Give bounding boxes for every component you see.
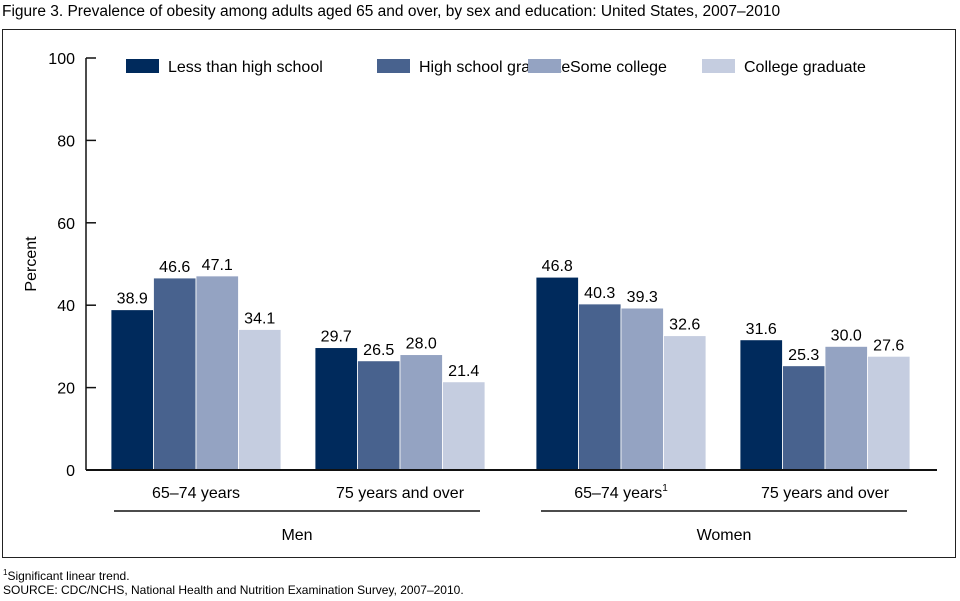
x-tick-label: 65–74 years1: [574, 483, 668, 502]
data-label: 28.0: [406, 336, 437, 353]
data-label: 39.3: [627, 289, 658, 306]
legend-label: Less than high school: [168, 59, 323, 76]
legend-swatch: [126, 59, 159, 73]
y-tick-label: 20: [57, 381, 75, 398]
x-tick-label: 75 years and over: [761, 485, 890, 502]
bar-group: 38.9 46.6 47.1 34.1: [110, 257, 282, 471]
legend-swatch: [702, 59, 735, 73]
bar: [195, 275, 239, 471]
bar: [110, 309, 154, 471]
figure-title: Figure 3. Prevalence of obesity among ad…: [2, 3, 781, 20]
data-label: 21.4: [448, 363, 479, 380]
bar: [238, 329, 282, 471]
bar: [314, 347, 358, 471]
data-label: 46.6: [159, 259, 190, 276]
source-note: SOURCE: CDC/NCHS, National Health and Nu…: [3, 583, 464, 597]
footnote-marker: 1: [662, 483, 668, 494]
bar: [153, 277, 197, 471]
legend-item: Less than high school: [126, 59, 323, 76]
chart-frame: [2, 29, 956, 558]
legend: Less than high school High school graduat…: [126, 59, 866, 76]
legend-swatch: [528, 59, 561, 73]
bar: [357, 360, 401, 471]
bar-group: 46.8 40.3 39.3 32.6: [535, 258, 707, 471]
bars: 38.9 46.6 47.1 34.1 29.7 26.5 28.0 21.4 46.8 40.3…: [110, 257, 911, 471]
y-tick-label: 80: [57, 133, 75, 150]
bar: [739, 339, 783, 471]
bar: [620, 307, 664, 471]
bar: [824, 345, 868, 471]
data-label: 38.9: [117, 291, 148, 308]
legend-swatch: [377, 59, 410, 73]
data-label: 30.0: [831, 327, 862, 344]
y-axis-label: Percent: [23, 236, 40, 292]
bar: [867, 355, 911, 471]
legend-item: College graduate: [702, 59, 866, 76]
footnote-text: Significant linear trend.: [7, 569, 130, 583]
y-tick-label: 100: [48, 51, 75, 68]
bar: [442, 381, 486, 471]
group-label: Men: [281, 527, 312, 544]
bar-group: 31.6 25.3 30.0 27.6: [739, 321, 911, 471]
legend-item: Some college: [528, 59, 667, 76]
y-axis: 0 20 40 60 80 100 Percent: [23, 51, 96, 480]
x-tick-label: 65–74 years: [152, 485, 240, 502]
y-tick-label: 0: [66, 463, 75, 480]
x-axis: 65–74 years 75 years and over 65–74 years1…: [86, 469, 937, 544]
bar: [399, 354, 443, 471]
data-label: 46.8: [542, 258, 573, 275]
y-tick-label: 40: [57, 298, 75, 315]
data-label: 31.6: [746, 321, 777, 338]
legend-label: Some college: [570, 59, 667, 76]
data-label: 47.1: [202, 257, 233, 274]
footnote: 1Significant linear trend.: [3, 568, 130, 583]
bar: [782, 365, 826, 471]
data-label: 32.6: [669, 317, 700, 334]
data-label: 26.5: [363, 342, 394, 359]
x-tick-label: 75 years and over: [336, 485, 465, 502]
data-label: 29.7: [321, 329, 352, 346]
bar-group: 29.7 26.5 28.0 21.4: [314, 329, 486, 471]
y-tick-label: 60: [57, 216, 75, 233]
bar: [578, 303, 622, 471]
data-label: 27.6: [873, 337, 904, 354]
group-label: Women: [697, 527, 752, 544]
bar: [535, 276, 579, 471]
footnote-marker: 1: [3, 568, 8, 577]
legend-label: College graduate: [744, 59, 866, 76]
bar: [663, 335, 707, 471]
data-label: 25.3: [788, 347, 819, 364]
data-label: 40.3: [584, 285, 615, 302]
data-label: 34.1: [244, 311, 275, 328]
